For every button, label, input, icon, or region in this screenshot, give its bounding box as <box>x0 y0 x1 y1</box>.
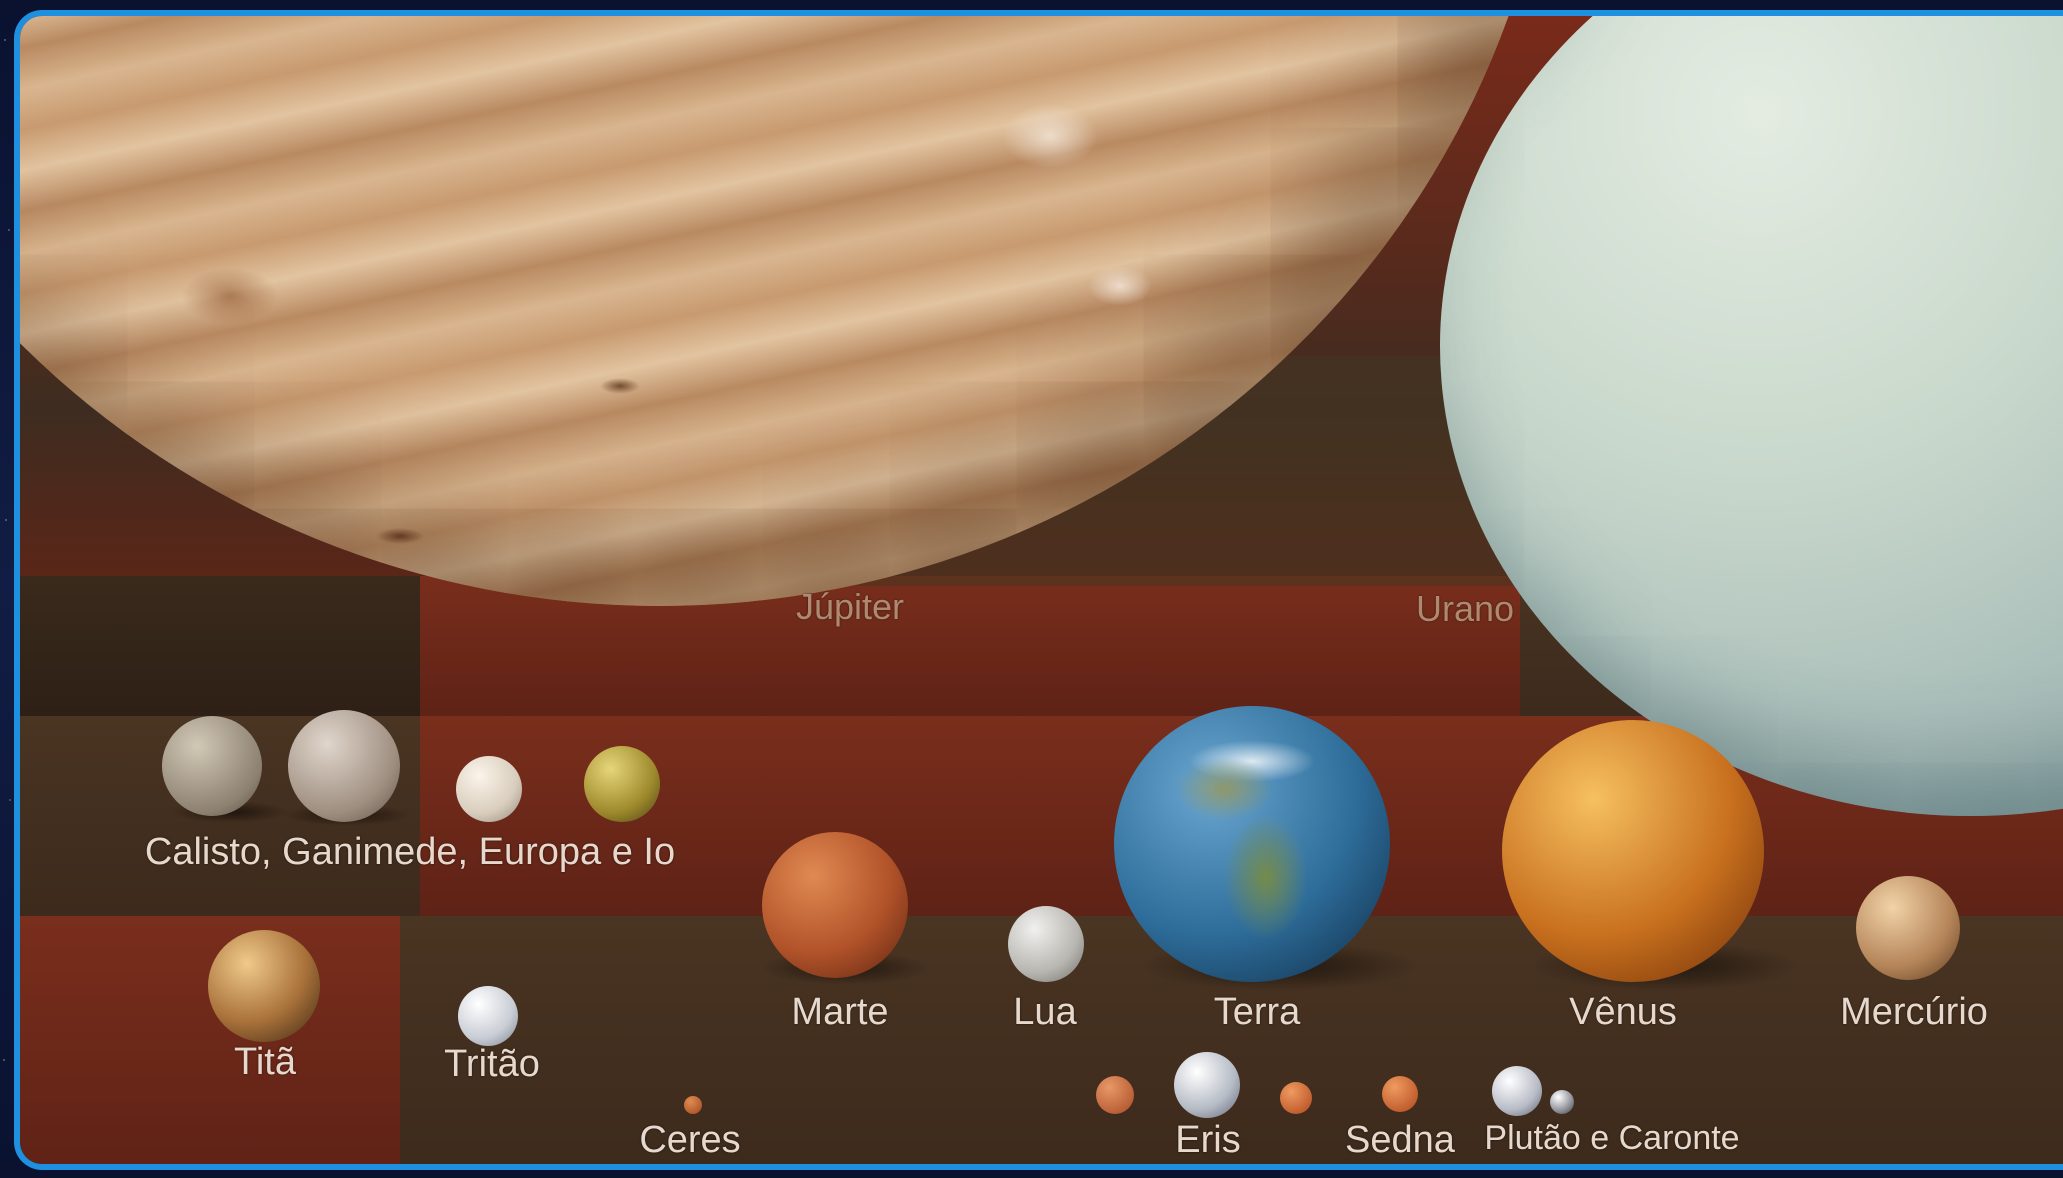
uranus-label: Urano <box>1415 588 1515 629</box>
moon-label: Lua <box>1013 991 1077 1033</box>
sedna-label: Sedna <box>1345 1119 1455 1161</box>
image-frame: Júpiter Urano Calisto, Ganimede, Europa … <box>14 10 2063 1170</box>
ganymede-moon <box>288 710 400 822</box>
io-moon <box>584 746 660 822</box>
sedna-dwarf-planet <box>1382 1076 1418 1112</box>
venus-planet <box>1502 720 1764 982</box>
pluto-charon-label: Plutão e Caronte <box>1484 1119 1740 1157</box>
small-body <box>1280 1082 1312 1114</box>
titan-moon <box>208 930 320 1042</box>
floor-tile <box>20 576 420 716</box>
triton-label: Tritão <box>444 1043 540 1085</box>
titan-label: Titã <box>234 1041 296 1083</box>
mercury-label: Mercúrio <box>1840 991 1988 1033</box>
small-body <box>1096 1076 1134 1114</box>
eris-dwarf-planet <box>1174 1052 1240 1118</box>
charon-moon <box>1550 1090 1574 1114</box>
floor-tile <box>20 916 400 1164</box>
jupiter-label: Júpiter <box>795 586 905 627</box>
triton-moon <box>458 986 518 1046</box>
europa-moon <box>456 756 522 822</box>
mars-planet <box>762 832 908 978</box>
jupiter-moons-label: Calisto, Ganimede, Europa e Io <box>144 831 676 873</box>
pluto-dwarf-planet <box>1492 1066 1542 1116</box>
eris-label: Eris <box>1175 1119 1241 1161</box>
earth-label: Terra <box>1213 991 1301 1033</box>
ceres-label: Ceres <box>639 1119 741 1161</box>
jupiter-planet <box>20 16 1560 606</box>
mercury-planet <box>1856 876 1960 980</box>
venus-label: Vênus <box>1569 991 1677 1033</box>
mars-label: Marte <box>791 991 889 1033</box>
callisto-moon <box>162 716 262 816</box>
planet-scene: Júpiter Urano Calisto, Ganimede, Europa … <box>20 16 2063 1164</box>
moon-lua <box>1008 906 1084 982</box>
earth-planet <box>1114 706 1390 982</box>
ceres-dwarf-planet <box>684 1096 702 1114</box>
